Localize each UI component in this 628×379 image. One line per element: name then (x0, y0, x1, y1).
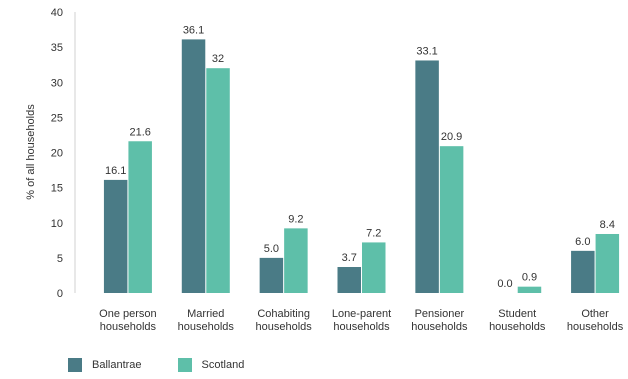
y-tick-label: 40 (51, 7, 63, 19)
bar-ballantrae-1 (181, 39, 206, 294)
legend-item-scotland: Scotland (177, 358, 245, 372)
category-label: One person (99, 308, 156, 320)
data-label-ballantrae-6: 6.0 (575, 236, 590, 248)
y-tick-label: 25 (51, 112, 63, 124)
bars (103, 39, 620, 294)
data-label-ballantrae-3: 3.7 (342, 252, 357, 264)
category-label: households (256, 321, 313, 333)
category-label: households (411, 321, 468, 333)
legend-label-ballantrae: Ballantrae (92, 359, 142, 371)
data-label-ballantrae-0: 16.1 (105, 165, 126, 177)
bar-scotland-1 (206, 68, 230, 293)
data-label-ballantrae-4: 33.1 (416, 45, 437, 57)
data-label-ballantrae-2: 5.0 (264, 243, 279, 255)
category-label: Cohabiting (257, 308, 310, 320)
legend-swatch-ballantrae (68, 358, 82, 372)
legend-swatch-scotland (177, 358, 192, 372)
y-axis-title: % of all households (25, 104, 37, 200)
data-label-ballantrae-1: 36.1 (183, 24, 204, 36)
y-tick-label: 35 (51, 42, 63, 54)
bar-ballantrae-6 (571, 250, 595, 293)
category-labels: One personhouseholdsMarriedhouseholdsCoh… (99, 308, 624, 333)
legend-label-scotland: Scotland (201, 359, 245, 371)
bar-ballantrae-4 (415, 60, 439, 293)
data-label-scotland-0: 21.6 (129, 126, 150, 138)
bar-ballantrae-3 (337, 267, 361, 293)
category-label: Other (581, 308, 609, 320)
category-label: households (100, 321, 157, 333)
category-label: Lone-parent (332, 308, 391, 320)
y-tick-label: 20 (51, 148, 63, 160)
bar-scotland-4 (439, 146, 464, 293)
category-label: Student (498, 308, 536, 320)
bar-ballantrae-2 (259, 257, 284, 293)
y-tick-label: 30 (51, 77, 63, 89)
y-tick-label: 10 (51, 218, 63, 230)
data-label-scotland-1: 32 (212, 53, 224, 65)
data-label-scotland-5: 0.9 (522, 272, 537, 284)
legend-item-ballantrae: Ballantrae (68, 358, 142, 372)
category-label: households (567, 321, 624, 333)
category-label: households (489, 321, 546, 333)
data-label-scotland-6: 8.4 (600, 219, 615, 231)
y-axis: 0 5 10 15 20 25 30 35 40 (51, 7, 76, 300)
bar-scotland-0 (128, 141, 152, 293)
data-label-scotland-2: 9.2 (288, 213, 303, 225)
y-tick-label: 0 (57, 288, 63, 300)
category-label: households (178, 321, 235, 333)
y-tick-label: 5 (57, 253, 63, 265)
category-label: Pensioner (415, 308, 465, 320)
category-label: Married (187, 308, 224, 320)
y-tick-label: 15 (51, 183, 63, 195)
bar-scotland-5 (517, 286, 542, 293)
bar-scotland-6 (595, 233, 620, 293)
bar-scotland-3 (362, 242, 386, 293)
bar-scotland-2 (284, 228, 308, 293)
data-label-scotland-3: 7.2 (366, 227, 381, 239)
data-labels: 16.1 21.6 36.1 32 5.0 9.2 3.7 7.2 33.1 20.9 0.0 0.9… (105, 24, 615, 290)
legend: Ballantrae Scotland (68, 358, 280, 372)
category-label: households (333, 321, 390, 333)
data-label-scotland-4: 20.9 (441, 131, 462, 143)
data-label-ballantrae-5: 0.0 (497, 278, 512, 290)
bar-ballantrae-0 (103, 179, 128, 293)
